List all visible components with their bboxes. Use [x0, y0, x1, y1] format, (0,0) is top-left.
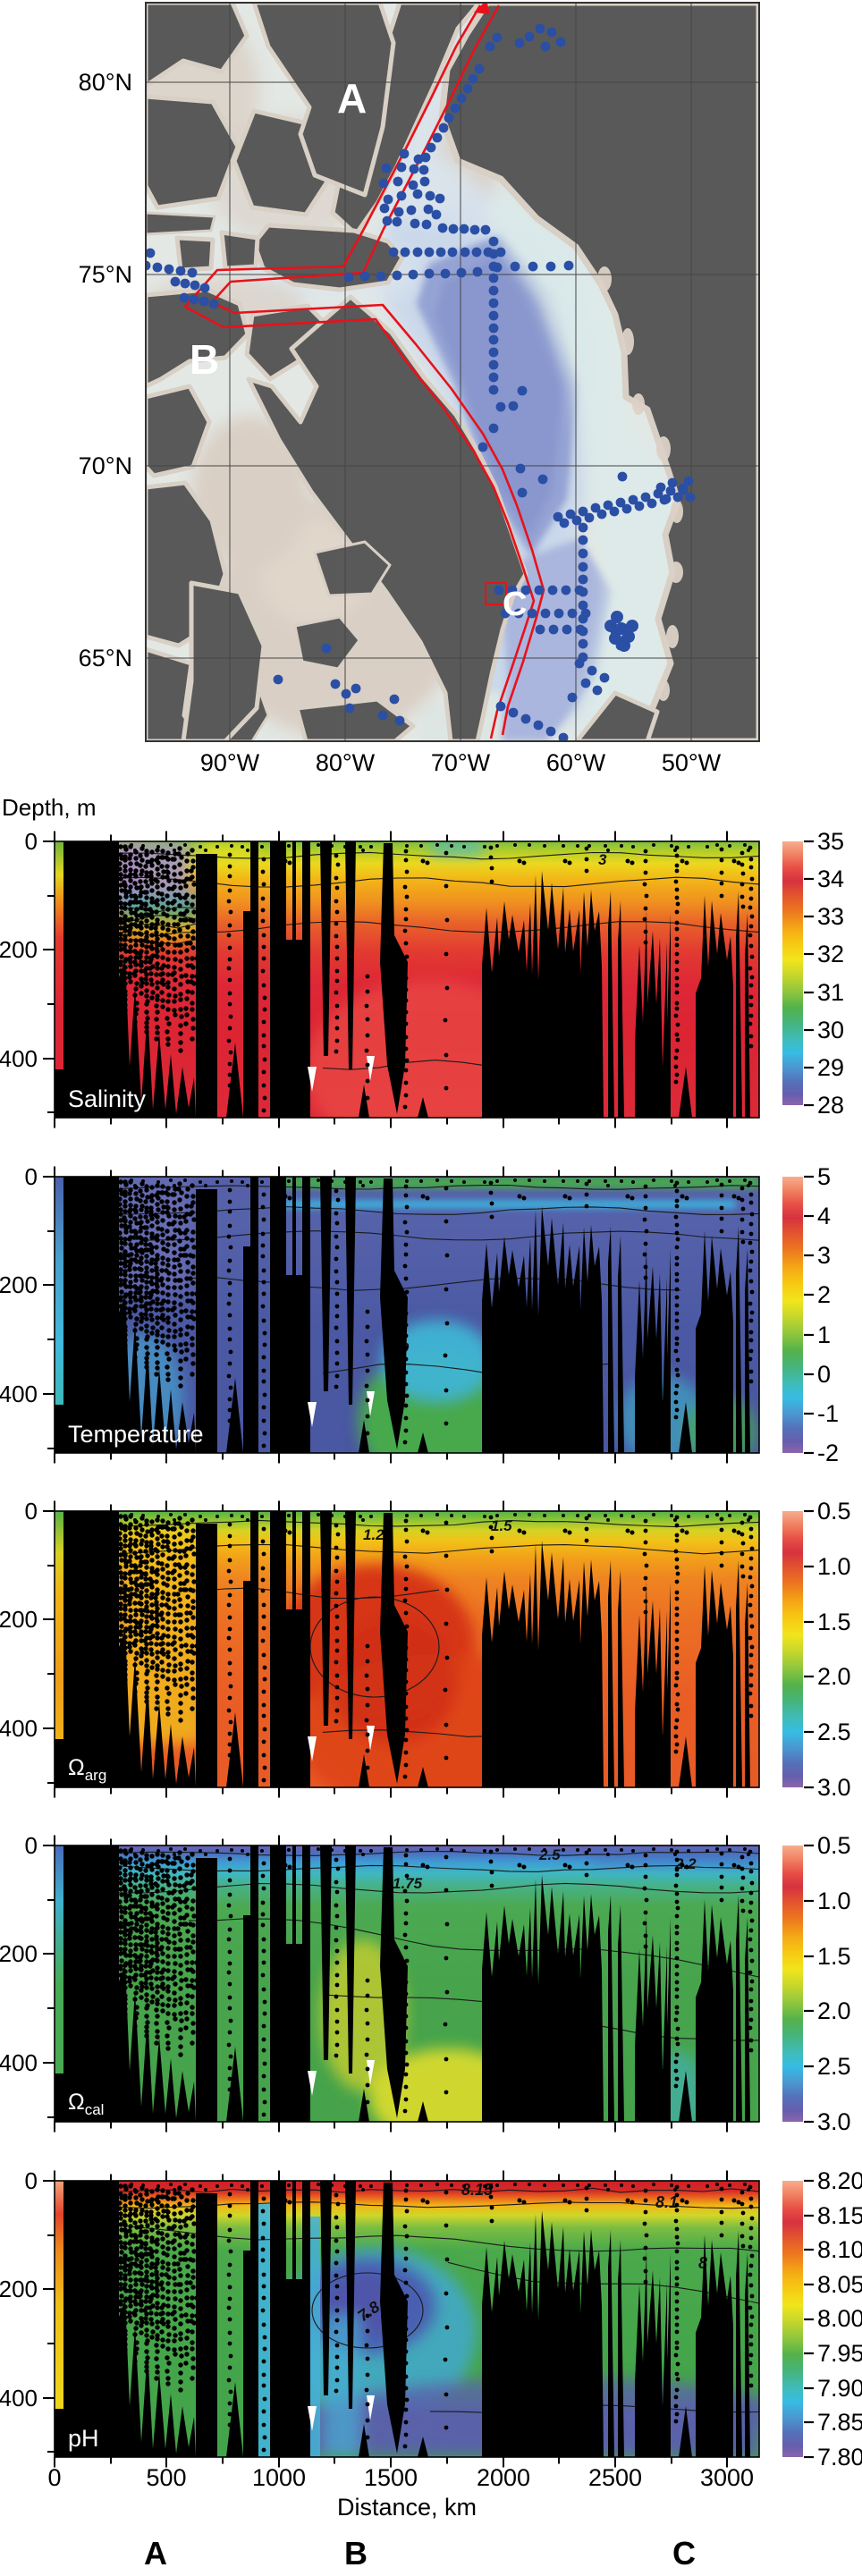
svg-text:0: 0: [25, 2167, 38, 2194]
svg-text:8: 8: [698, 2254, 707, 2272]
svg-text:80°N: 80°N: [79, 69, 132, 96]
svg-text:pH: pH: [68, 2425, 99, 2452]
svg-text:2.5: 2.5: [817, 2053, 851, 2080]
svg-text:4: 4: [817, 1203, 831, 1229]
svg-text:Distance, km: Distance, km: [337, 2494, 477, 2521]
svg-text:-2: -2: [817, 1440, 839, 1466]
svg-text:30: 30: [817, 1017, 844, 1043]
svg-text:Temperature: Temperature: [68, 1421, 204, 1448]
svg-text:33: 33: [817, 903, 844, 930]
svg-text:50°W: 50°W: [662, 749, 722, 776]
svg-text:28: 28: [817, 1092, 844, 1119]
svg-text:1000: 1000: [252, 2464, 306, 2491]
svg-text:200: 200: [0, 1940, 38, 1967]
svg-text:90°W: 90°W: [200, 749, 260, 776]
svg-text:8.1: 8.1: [655, 2193, 678, 2211]
svg-text:2.5: 2.5: [538, 1846, 561, 1863]
svg-text:1500: 1500: [364, 2464, 418, 2491]
svg-text:400: 400: [0, 2049, 38, 2076]
svg-text:3.0: 3.0: [817, 1774, 851, 1801]
svg-text:2.0: 2.0: [817, 1997, 851, 2024]
svg-text:200: 200: [0, 2276, 38, 2302]
svg-text:400: 400: [0, 1381, 38, 1407]
svg-text:400: 400: [0, 1045, 38, 1072]
svg-text:32: 32: [817, 941, 844, 967]
svg-text:7.80: 7.80: [817, 2444, 862, 2470]
svg-text:0: 0: [25, 1498, 38, 1524]
svg-text:80°W: 80°W: [316, 749, 376, 776]
svg-text:Depth, m: Depth, m: [2, 794, 97, 821]
svg-text:2.2: 2.2: [674, 1855, 697, 1872]
svg-text:0: 0: [25, 828, 38, 855]
svg-text:7.85: 7.85: [817, 2409, 862, 2436]
svg-text:A: A: [144, 2535, 167, 2572]
svg-text:200: 200: [0, 936, 38, 963]
svg-text:0: 0: [25, 1163, 38, 1190]
svg-text:3: 3: [598, 851, 607, 868]
svg-text:60°W: 60°W: [546, 749, 606, 776]
svg-text:1.5: 1.5: [817, 1943, 851, 1970]
svg-text:0: 0: [817, 1361, 831, 1388]
svg-text:200: 200: [0, 1271, 38, 1298]
svg-text:7.90: 7.90: [817, 2375, 862, 2402]
svg-text:1.75: 1.75: [393, 1875, 423, 1892]
svg-text:31: 31: [817, 979, 844, 1006]
svg-text:0: 0: [47, 2464, 61, 2491]
svg-text:3000: 3000: [700, 2464, 754, 2491]
svg-text:8.15: 8.15: [461, 2181, 494, 2199]
svg-text:C: C: [503, 586, 527, 623]
svg-text:C: C: [672, 2535, 696, 2572]
svg-text:0.5: 0.5: [817, 1832, 851, 1859]
svg-text:34: 34: [817, 866, 844, 892]
svg-text:75°N: 75°N: [79, 261, 132, 288]
svg-text:B: B: [344, 2535, 368, 2572]
svg-text:0.5: 0.5: [817, 1498, 851, 1524]
svg-text:400: 400: [0, 1715, 38, 1742]
svg-text:1.5: 1.5: [491, 1517, 512, 1534]
svg-text:29: 29: [817, 1054, 844, 1081]
svg-text:1: 1: [817, 1322, 831, 1348]
svg-text:5: 5: [817, 1163, 831, 1190]
svg-text:-1: -1: [817, 1400, 839, 1427]
svg-text:8.10: 8.10: [817, 2236, 862, 2263]
svg-text:8.00: 8.00: [817, 2305, 862, 2332]
svg-text:A: A: [337, 75, 367, 122]
svg-text:400: 400: [0, 2385, 38, 2411]
svg-text:70°W: 70°W: [431, 749, 491, 776]
svg-text:2.5: 2.5: [817, 1719, 851, 1745]
svg-text:3: 3: [817, 1242, 831, 1269]
svg-text:35: 35: [817, 828, 844, 855]
svg-text:8.05: 8.05: [817, 2271, 862, 2298]
svg-text:Salinity: Salinity: [68, 1085, 147, 1112]
svg-text:65°N: 65°N: [79, 645, 132, 671]
svg-text:2: 2: [817, 1281, 831, 1308]
svg-text:1.0: 1.0: [817, 1553, 851, 1580]
svg-text:70°N: 70°N: [79, 452, 132, 479]
svg-text:2500: 2500: [588, 2464, 642, 2491]
svg-text:B: B: [190, 336, 219, 383]
svg-text:8.20: 8.20: [817, 2167, 862, 2194]
svg-text:2.0: 2.0: [817, 1663, 851, 1690]
svg-text:1.0: 1.0: [817, 1888, 851, 1914]
svg-text:500: 500: [146, 2464, 186, 2491]
svg-text:2000: 2000: [477, 2464, 530, 2491]
svg-text:8.15: 8.15: [817, 2202, 862, 2229]
svg-text:7.95: 7.95: [817, 2340, 862, 2367]
svg-text:1.5: 1.5: [817, 1609, 851, 1635]
svg-text:0: 0: [25, 1832, 38, 1859]
svg-text:3.0: 3.0: [817, 2108, 851, 2135]
svg-text:200: 200: [0, 1606, 38, 1633]
